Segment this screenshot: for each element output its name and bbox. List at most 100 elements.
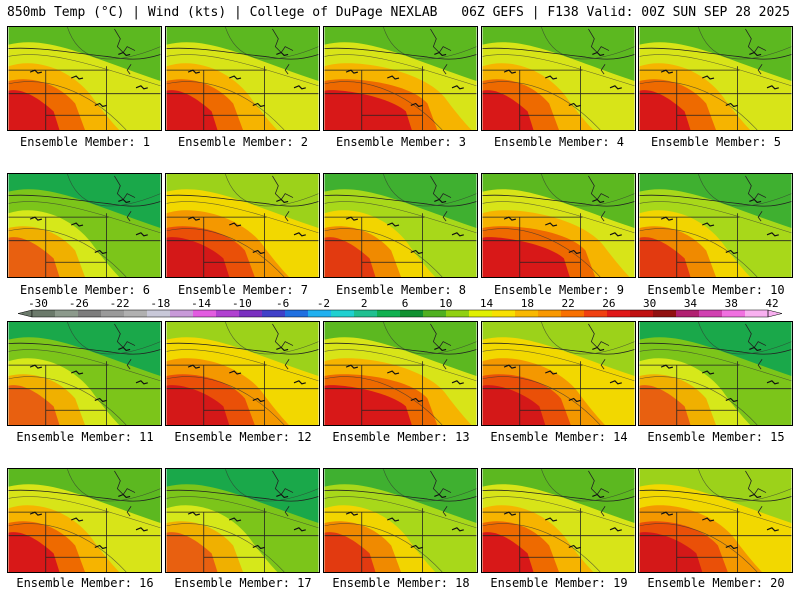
temperature-field xyxy=(166,469,319,572)
lake-outlines xyxy=(114,470,136,517)
ensemble-member-label: Ensemble Member: 10 xyxy=(647,283,785,297)
wind-barb xyxy=(276,346,289,352)
wind-barb xyxy=(71,222,84,227)
ensemble-member-label: Ensemble Member: 20 xyxy=(647,576,785,590)
lake-outlines xyxy=(745,28,767,75)
colorbar-swatch xyxy=(55,310,79,317)
ensemble-member-map xyxy=(165,26,320,131)
state-borders xyxy=(482,489,635,572)
wind-barb xyxy=(451,232,464,237)
wind-barb xyxy=(410,249,423,255)
colorbar-swatch xyxy=(469,310,493,317)
temperature-field xyxy=(8,322,161,425)
wind-barb xyxy=(94,249,107,255)
temperature-field xyxy=(166,322,319,425)
wind-barb xyxy=(592,51,605,57)
ensemble-member-map xyxy=(638,173,793,278)
colorbar-swatch xyxy=(32,310,56,317)
wind-barb xyxy=(293,85,306,90)
temperature-shading xyxy=(639,90,691,130)
colorbar-swatch xyxy=(515,310,539,317)
ensemble-member-map xyxy=(638,321,793,426)
temperature-field xyxy=(639,469,792,572)
ensemble-member-map xyxy=(323,468,478,573)
wind-barb xyxy=(187,216,200,221)
temperature-field xyxy=(324,469,477,572)
ensemble-member-label: Ensemble Member: 8 xyxy=(335,283,467,297)
wind-barb xyxy=(118,493,131,499)
ensemble-member-label: Ensemble Member: 2 xyxy=(177,135,309,149)
ensemble-member-map xyxy=(165,321,320,426)
state-borders xyxy=(166,194,319,277)
lake-outlines xyxy=(588,175,610,222)
isotherm-contours xyxy=(166,322,319,425)
lake-outlines xyxy=(272,28,294,75)
colorbar-tick-label: -10 xyxy=(232,298,252,310)
temperature-field xyxy=(482,322,635,425)
isotherm-contours xyxy=(482,469,635,572)
temperature-field xyxy=(166,27,319,130)
colorbar-tick-label: 22 xyxy=(561,298,574,310)
colorbar-tick-label: -2 xyxy=(317,298,330,310)
wind-barb xyxy=(229,517,242,522)
ensemble-member-label: Ensemble Member: 7 xyxy=(177,283,309,297)
lake-outlines xyxy=(272,175,294,222)
wind-barb xyxy=(609,380,622,385)
colorbar-outline xyxy=(31,309,769,318)
wind-barb xyxy=(725,102,738,108)
colorbar-tick-label: 34 xyxy=(684,298,698,310)
state-borders xyxy=(482,194,635,277)
wind-barb xyxy=(568,397,581,403)
wind-barb xyxy=(187,364,200,369)
wind-barb xyxy=(29,511,42,516)
colorbar-swatch xyxy=(653,310,677,317)
isotherm-contours xyxy=(482,174,635,277)
wind-barb xyxy=(118,346,131,352)
wind-barb xyxy=(276,198,289,204)
wind-barb xyxy=(345,364,358,369)
colorbar-tick-label: 38 xyxy=(725,298,738,310)
lake-outlines xyxy=(588,28,610,75)
temperature-shading xyxy=(166,237,230,277)
wind-barb xyxy=(451,85,464,90)
lake-outlines xyxy=(430,28,452,75)
wind-barb xyxy=(345,216,358,221)
ensemble-member-map xyxy=(481,173,636,278)
wind-barb xyxy=(702,370,715,375)
colorbar-swatch xyxy=(354,310,378,317)
ensemble-member-map xyxy=(7,321,162,426)
temperature-shading xyxy=(166,532,218,572)
ensemble-member-map xyxy=(7,468,162,573)
state-borders xyxy=(482,342,635,425)
wind-barb xyxy=(252,544,265,550)
wind-barb xyxy=(410,397,423,403)
state-borders xyxy=(8,194,161,277)
temperature-field xyxy=(639,322,792,425)
wind-barb xyxy=(545,222,558,227)
colorbar-swatch xyxy=(538,310,562,317)
wind-barb xyxy=(545,370,558,375)
wind-barb xyxy=(749,51,762,57)
temperature-field xyxy=(324,322,477,425)
colorbar-tick-label: 2 xyxy=(361,298,368,310)
lake-outlines xyxy=(588,323,610,370)
colorbar-swatch xyxy=(147,310,171,317)
lake-outlines xyxy=(114,175,136,222)
isotherm-contours xyxy=(324,174,477,277)
colorbar-swatch xyxy=(216,310,240,317)
colorbar-tick-label: -30 xyxy=(28,298,48,310)
wind-barb xyxy=(609,527,622,532)
state-borders xyxy=(8,342,161,425)
colorbar-swatch xyxy=(423,310,447,317)
colorbar-tick-label: 18 xyxy=(521,298,534,310)
temperature-shading xyxy=(8,237,60,277)
colorbar-tick-label: 30 xyxy=(643,298,656,310)
header-run-info: 06Z GEFS | F138 Valid: 00Z SUN SEP 28 20… xyxy=(461,5,790,20)
lake-outlines xyxy=(272,323,294,370)
wind-barb xyxy=(725,544,738,550)
wind-barb xyxy=(609,232,622,237)
ensemble-member-label: Ensemble Member: 5 xyxy=(650,135,782,149)
wind-barb xyxy=(387,222,400,227)
ensemble-member-label: Ensemble Member: 19 xyxy=(490,576,628,590)
ensemble-member-label: Ensemble Member: 12 xyxy=(174,430,312,444)
